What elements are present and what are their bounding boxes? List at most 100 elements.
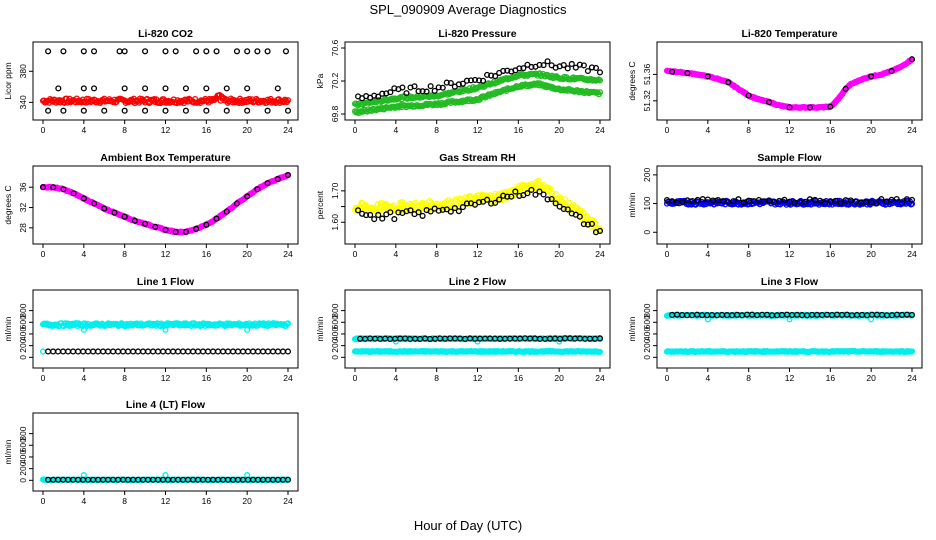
data-point — [873, 200, 880, 207]
x-tick-label: 24 — [283, 496, 293, 506]
data-point — [447, 208, 454, 215]
outlier-point — [142, 85, 149, 92]
data-point — [379, 215, 386, 222]
data-point — [131, 217, 138, 224]
data-point — [244, 348, 252, 355]
data-point — [596, 348, 604, 355]
data-point — [564, 206, 571, 213]
x-tick-label: 24 — [283, 249, 293, 259]
data-point — [254, 186, 261, 193]
data-point — [475, 77, 483, 84]
panel-title: Line 3 Flow — [761, 276, 819, 288]
dip-point — [392, 338, 399, 345]
y-tick-label: 0 — [330, 355, 340, 360]
data-point — [488, 200, 495, 207]
data-point — [868, 198, 875, 206]
data-point — [239, 348, 247, 355]
y-axis-label: ml/min — [315, 316, 325, 341]
data-point — [596, 89, 604, 96]
data-point — [528, 63, 535, 71]
data-point — [520, 65, 527, 72]
x-tick-label: 4 — [81, 496, 86, 506]
data-point — [415, 209, 422, 216]
x-tick-label: 4 — [393, 373, 398, 383]
outlier-point — [223, 107, 230, 114]
x-tick-label: 12 — [161, 373, 171, 383]
x-tick-label: 12 — [161, 496, 171, 506]
panel-1: Li-820 CO2 0 4 8 12 16 20 24 340 380 Licor ppm — [3, 28, 299, 135]
data-point — [827, 103, 834, 110]
outlier-point — [244, 85, 251, 92]
x-tick-label: 20 — [866, 249, 876, 259]
data-point — [179, 348, 187, 355]
data-point — [837, 200, 844, 207]
data-point — [284, 97, 292, 104]
data-point — [367, 211, 374, 218]
y-tick-label: 600 — [642, 315, 652, 329]
data-point — [576, 213, 583, 220]
data-point — [443, 79, 450, 86]
outlier-point — [182, 107, 189, 114]
data-point — [592, 64, 600, 72]
data-point — [172, 228, 179, 235]
data-point — [184, 348, 192, 355]
y-tick-label: 0 — [642, 355, 652, 360]
data-point — [213, 215, 220, 222]
x-tick-label: 4 — [705, 249, 710, 259]
x-tick-label: 8 — [434, 373, 439, 383]
data-point — [888, 68, 895, 75]
data-point — [160, 348, 167, 355]
data-point — [284, 320, 292, 327]
outlier-point — [60, 48, 67, 55]
outlier-point — [162, 107, 169, 114]
panel-6: Sample Flow 0 4 8 12 16 20 24 0 100 200 ml/min — [627, 152, 923, 259]
data-point — [725, 79, 732, 86]
outlier-point — [223, 85, 230, 92]
data-point — [379, 90, 386, 97]
x-tick-label: 16 — [514, 249, 524, 259]
points — [663, 311, 916, 355]
data-point — [90, 348, 97, 355]
outlier-point — [213, 48, 220, 55]
dip-point — [80, 326, 87, 333]
data-point — [105, 348, 112, 355]
data-point — [459, 80, 466, 87]
plot-frame — [32, 289, 299, 369]
outlier-point — [121, 85, 128, 92]
data-point — [817, 197, 824, 204]
y-axis-label: ml/min — [3, 316, 13, 341]
panel-2: Li-820 Pressure 0 4 8 12 16 20 24 69.8 70.2 70.6 kP… — [315, 28, 611, 135]
data-point — [684, 70, 691, 77]
y-tick-label: 200 — [642, 338, 652, 352]
y-axis-label: kPa — [315, 73, 325, 88]
data-point — [801, 198, 808, 205]
data-point — [279, 348, 287, 355]
data-point — [552, 200, 559, 207]
points — [39, 48, 292, 114]
panel-4: Ambient Box Temperature 0 4 8 12 16 20 24 28 32 36… — [3, 152, 299, 259]
y-tick-label: 600 — [18, 315, 28, 329]
x-tick-label: 0 — [41, 249, 46, 259]
data-point — [199, 348, 207, 355]
data-point — [480, 77, 487, 84]
data-point — [39, 184, 47, 191]
x-tick-label: 12 — [161, 125, 171, 135]
x-tick-label: 16 — [202, 373, 212, 383]
x-tick-label: 8 — [746, 373, 751, 383]
data-point — [878, 196, 885, 203]
x-tick-label: 8 — [122, 249, 127, 259]
y-tick-label: 200 — [18, 461, 28, 475]
y-tick-label: 51.32 — [642, 90, 652, 112]
outlier-point — [244, 48, 251, 55]
y-tick-label: 0 — [18, 478, 28, 483]
data-point — [125, 348, 132, 355]
data-point — [39, 348, 47, 355]
data-point — [484, 196, 491, 203]
data-point — [70, 348, 77, 355]
x-tick-label: 16 — [826, 249, 836, 259]
data-point — [439, 206, 446, 213]
data-point — [806, 104, 813, 111]
x-tick-label: 4 — [393, 249, 398, 259]
data-point — [264, 180, 271, 187]
